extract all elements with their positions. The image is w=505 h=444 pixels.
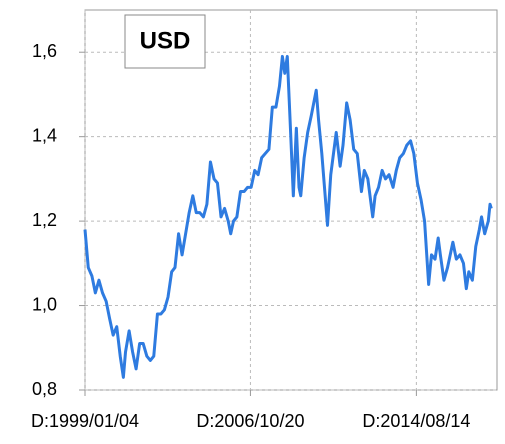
price-line [83,54,493,379]
chart-title: USD [140,27,191,54]
y-tick-label: 1,4 [32,125,57,145]
plot-area [83,54,493,379]
title-box [124,14,206,69]
y-tick-label: 1,0 [32,294,57,314]
x-tick-label: D:1999/01/04 [31,411,139,431]
x-tick-label: D:2014/08/14 [362,411,470,431]
y-tick-label: 0,8 [32,379,57,399]
x-tick-label: D:2006/10/20 [196,411,304,431]
y-tick-label: 1,2 [32,210,57,230]
y-tick-label: 1,6 [32,41,57,61]
